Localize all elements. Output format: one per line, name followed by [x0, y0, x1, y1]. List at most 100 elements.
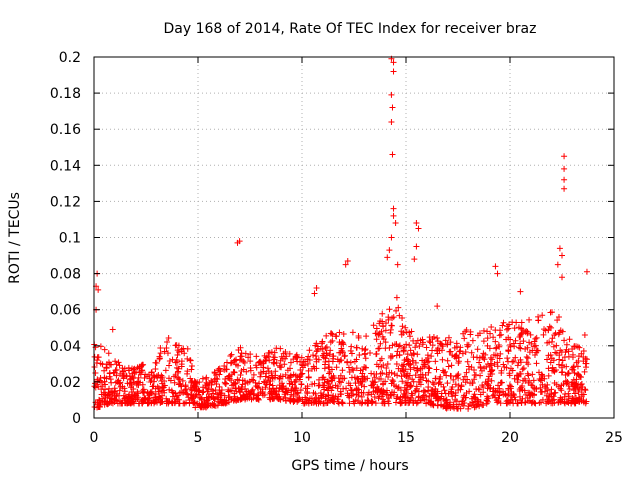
- data-point: [362, 355, 369, 362]
- data-point: [374, 387, 381, 394]
- data-point: [255, 392, 262, 399]
- data-point: [407, 397, 414, 404]
- data-point: [173, 364, 180, 371]
- data-point: [369, 399, 376, 406]
- data-point: [379, 322, 386, 329]
- data-point: [425, 378, 432, 385]
- data-point: [250, 371, 257, 378]
- data-point: [320, 350, 327, 357]
- data-point: [452, 389, 459, 396]
- data-point: [361, 383, 368, 390]
- data-point: [221, 362, 228, 369]
- x-axis-label: GPS time / hours: [291, 458, 408, 474]
- data-point: [339, 367, 346, 374]
- data-point: [306, 347, 313, 354]
- data-point: [373, 325, 380, 332]
- data-point: [345, 364, 352, 371]
- data-point: [386, 306, 393, 313]
- data-point: [116, 362, 123, 369]
- data-point: [198, 395, 205, 402]
- data-point: [130, 379, 137, 386]
- data-point: [281, 361, 288, 368]
- data-point: [453, 343, 460, 350]
- data-point: [393, 361, 400, 368]
- data-point: [161, 348, 168, 355]
- data-point: [270, 359, 277, 366]
- data-point: [456, 348, 463, 355]
- data-point: [560, 381, 567, 388]
- data-point: [580, 348, 587, 355]
- data-point: [543, 392, 550, 399]
- data-point: [268, 349, 275, 356]
- data-point: [353, 344, 360, 351]
- data-point: [459, 398, 466, 405]
- data-point: [562, 391, 569, 398]
- data-point: [395, 384, 402, 391]
- data-point: [367, 350, 374, 357]
- data-point: [508, 365, 515, 372]
- data-point: [193, 391, 200, 398]
- data-point: [389, 376, 396, 383]
- data-point: [212, 387, 219, 394]
- data-point: [484, 335, 491, 342]
- data-point: [175, 348, 182, 355]
- data-point: [337, 390, 344, 397]
- data-point: [439, 343, 446, 350]
- data-point: [162, 367, 169, 374]
- data-point: [525, 361, 532, 368]
- data-point: [214, 402, 221, 409]
- data-point: [350, 367, 357, 374]
- data-point: [277, 345, 284, 352]
- data-point: [213, 380, 220, 387]
- data-point: [450, 376, 457, 383]
- data-point: [462, 349, 469, 356]
- data-point: [429, 379, 436, 386]
- data-point: [171, 395, 178, 402]
- data-point: [97, 399, 104, 406]
- data-point: [344, 359, 351, 366]
- data-point: [161, 378, 168, 385]
- data-point: [412, 372, 419, 379]
- data-point: [147, 389, 154, 396]
- data-point: [533, 386, 540, 393]
- data-point: [555, 313, 562, 320]
- data-point: [561, 185, 568, 192]
- x-tick-label: 25: [605, 430, 623, 446]
- data-point: [92, 370, 99, 377]
- data-point: [382, 327, 389, 334]
- data-point: [113, 361, 120, 368]
- data-point: [125, 367, 132, 374]
- data-point: [520, 338, 527, 345]
- y-tick-labels: 0 0.02 0.04 0.06 0.08 0.1 0.12 0.14 0.16 0.18 0.2: [50, 50, 81, 427]
- data-point: [310, 352, 317, 359]
- data-point: [505, 391, 512, 398]
- data-point: [358, 393, 365, 400]
- data-point: [425, 364, 432, 371]
- data-point: [467, 380, 474, 387]
- grid-lines: [94, 57, 614, 418]
- data-point: [157, 344, 164, 351]
- data-point: [544, 381, 551, 388]
- data-point: [474, 346, 481, 353]
- data-point: [262, 373, 269, 380]
- data-point: [360, 389, 367, 396]
- data-point: [342, 352, 349, 359]
- data-point: [426, 365, 433, 372]
- data-point: [152, 366, 159, 373]
- data-point: [135, 390, 142, 397]
- data-point: [380, 396, 387, 403]
- data-point: [516, 344, 523, 351]
- data-point: [552, 389, 559, 396]
- data-point: [484, 393, 491, 400]
- data-point: [413, 383, 420, 390]
- data-point: [211, 369, 218, 376]
- data-point: [398, 331, 405, 338]
- data-point: [273, 360, 280, 367]
- data-point: [564, 398, 571, 405]
- data-point: [402, 366, 409, 373]
- data-point: [174, 396, 181, 403]
- data-point: [472, 403, 479, 410]
- data-point: [514, 379, 521, 386]
- data-point: [353, 356, 360, 363]
- data-point: [473, 354, 480, 361]
